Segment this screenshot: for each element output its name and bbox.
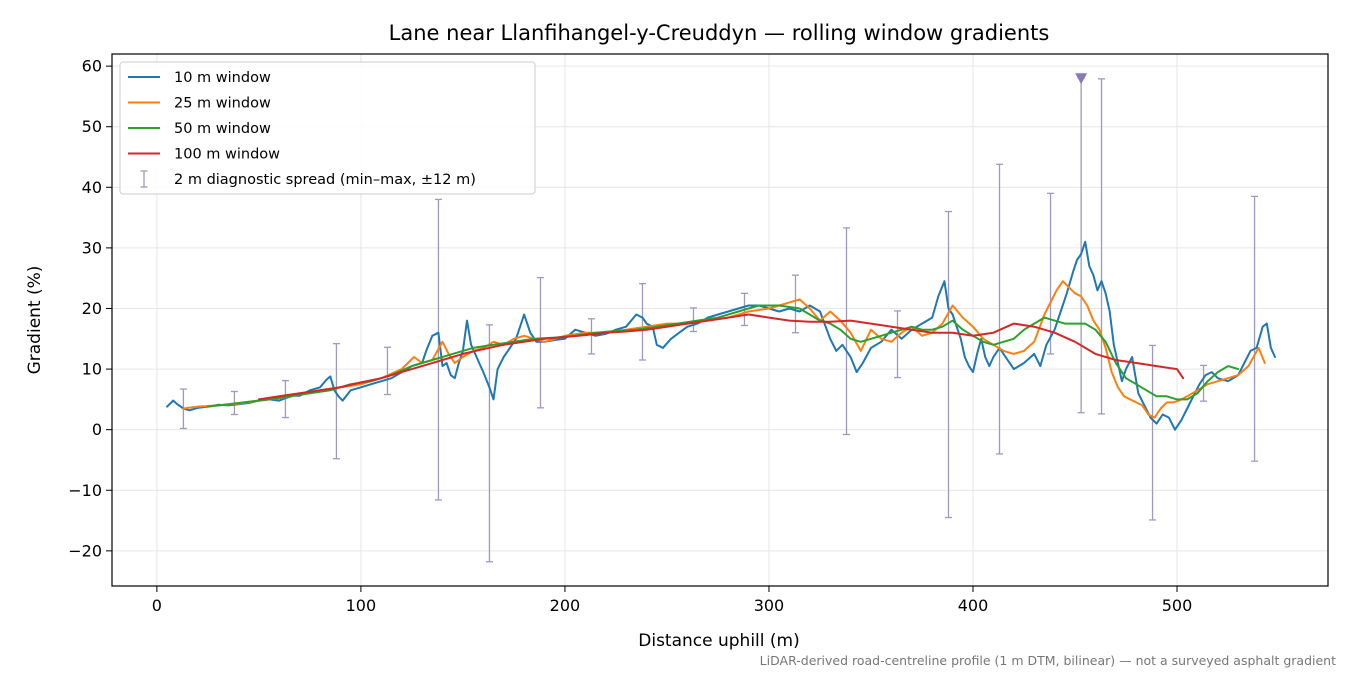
error-bar xyxy=(842,227,850,436)
x-tick-label: 0 xyxy=(152,596,162,615)
error-bar xyxy=(383,346,391,396)
y-axis-label: Gradient (%) xyxy=(25,266,45,375)
y-tick-label: 60 xyxy=(82,57,102,76)
legend-box xyxy=(119,61,536,195)
y-tick-label: 20 xyxy=(82,299,102,318)
legend-label: 50 m window xyxy=(174,121,271,137)
error-bar xyxy=(1098,78,1106,415)
error-bar xyxy=(1149,344,1157,521)
error-bar xyxy=(332,342,340,460)
series-lines xyxy=(166,240,1276,431)
legend-label: 25 m window xyxy=(174,96,271,112)
x-axis-ticks: 0 100 200 300 400 500 xyxy=(152,586,1193,615)
x-tick-label: 400 xyxy=(958,596,989,615)
error-bar xyxy=(587,318,595,355)
plot-frame xyxy=(111,53,1329,587)
chart-title: Lane near Llanfihangel-y-Creuddyn — roll… xyxy=(389,21,1050,45)
x-tick-label: 200 xyxy=(550,596,581,615)
y-tick-label: −10 xyxy=(68,481,102,500)
y-tick-label: 10 xyxy=(82,360,102,379)
error-bar xyxy=(1251,195,1259,462)
footnote: LiDAR-derived road-centreline profile (1… xyxy=(760,653,1336,668)
error-bar xyxy=(996,163,1004,455)
error-bar xyxy=(485,324,493,563)
series-line-2 xyxy=(182,280,1266,419)
x-tick-label: 100 xyxy=(346,596,377,615)
error-bar xyxy=(638,282,646,361)
x-tick-label: 500 xyxy=(1162,596,1193,615)
legend: 10 m window 25 m window 50 m window 100 m w… xyxy=(119,61,536,195)
error-bar xyxy=(945,210,953,519)
error-bar xyxy=(894,310,902,379)
y-tick-label: 30 xyxy=(82,238,102,257)
y-axis-ticks: −20 −10 0 10 20 30 40 50 60 xyxy=(68,57,112,560)
legend-label: 100 m window xyxy=(174,147,280,163)
error-bar xyxy=(1047,192,1055,355)
y-tick-label: 40 xyxy=(82,178,102,197)
markers xyxy=(1075,73,1088,85)
series-line-3 xyxy=(206,304,1240,408)
series-line-4 xyxy=(257,313,1185,401)
x-axis-label: Distance uphill (m) xyxy=(638,631,799,651)
y-tick-label: 50 xyxy=(82,117,102,136)
legend-label: 2 m diagnostic spread (min–max, ±12 m) xyxy=(174,172,476,188)
error-bar xyxy=(689,307,697,333)
error-bar xyxy=(791,274,799,334)
error-bar xyxy=(1200,364,1208,402)
triangle-marker xyxy=(1075,73,1088,85)
y-tick-label: −20 xyxy=(68,541,102,560)
x-tick-label: 300 xyxy=(754,596,785,615)
legend-label: 10 m window xyxy=(174,70,271,86)
y-tick-label: 0 xyxy=(92,420,102,439)
